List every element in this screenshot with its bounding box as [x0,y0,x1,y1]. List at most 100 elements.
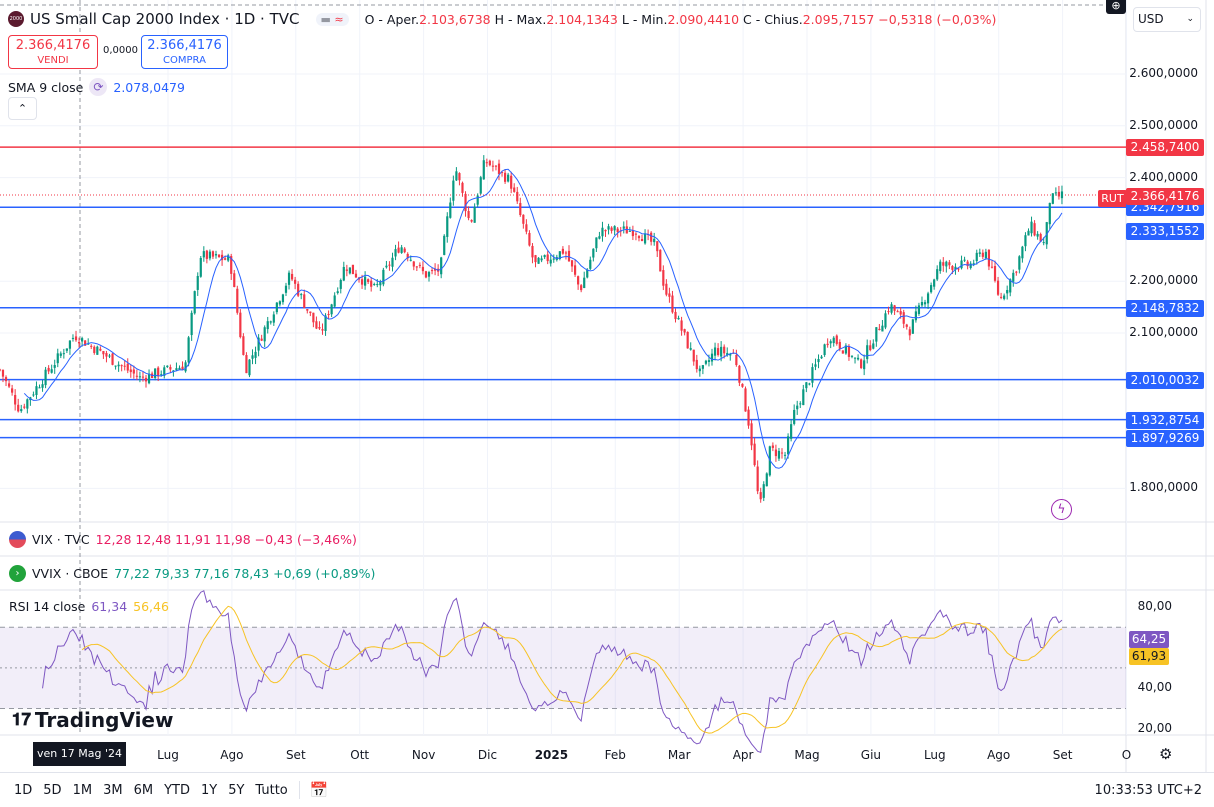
candle-body [11,388,14,393]
candle-body [385,265,388,268]
candle-body [580,285,583,291]
candle-body [796,405,799,410]
buy-button[interactable]: 2.366,4176 COMPRA [141,35,228,69]
add-plus-icon[interactable]: ⊕ [1106,0,1126,14]
sell-button[interactable]: 2.366,4176 VENDI [8,35,98,69]
candle-body [793,409,796,424]
candle-body [1006,290,1009,294]
candle-body [263,327,266,342]
candle-body [220,254,224,261]
range-5d[interactable]: 5D [43,782,62,798]
candle-body [875,327,878,342]
candle-body [20,409,23,412]
candle-body [814,364,817,367]
candle-body [1048,202,1051,225]
goto-date-calendar-icon[interactable]: 📅 [298,781,328,799]
tradingview-logo[interactable]: 𝟏𝟕 TradingView [12,708,174,732]
us-flag-icon [9,531,26,548]
cboe-logo-icon: › [9,565,26,582]
candle-body [802,389,805,406]
candle-body [342,266,345,281]
refresh-icon[interactable]: ⟳ [89,78,108,96]
candle-body [510,175,513,189]
candle-body [348,267,351,274]
candle-body [467,211,470,219]
candle-body [601,227,604,237]
candle-body [184,362,187,372]
candle-body [513,187,516,192]
candle-body [312,312,315,323]
candle-body [866,345,869,360]
candle-body [674,311,677,320]
range-5y[interactable]: 5Y [228,782,245,798]
time-tick: O [1121,748,1132,762]
sma-label[interactable]: SMA 9 close [8,79,84,95]
candle-body [707,360,711,362]
candle-body [1024,235,1027,247]
sell-price: 2.366,4176 [15,38,91,53]
candle-body [1021,246,1024,259]
candle-body [951,266,954,270]
candle-body [905,324,908,327]
range-all[interactable]: Tutto [255,782,288,798]
candle-body [1015,271,1018,273]
candle-body [753,443,756,466]
candle-body [193,291,196,314]
candle-body [120,365,123,367]
candle-body [984,251,987,259]
symbol-title[interactable]: US Small Cap 2000 Index · 1D · TVC [30,10,300,28]
candle-body [689,348,692,350]
candle-body [896,311,899,313]
candle-body [777,450,781,459]
buy-label: COMPRA [163,55,206,66]
candle-body [424,271,428,278]
collapse-legend-button[interactable]: ⌃ [8,97,37,120]
candle-body [592,248,595,258]
candle-body [315,321,318,329]
vix-name[interactable]: VIX · TVC [32,532,90,547]
clock[interactable]: 10:33:53 UTC+2 [1094,782,1202,798]
candle-body [318,327,321,329]
candle-body [832,337,835,344]
candle-body [0,369,2,371]
candle-body [166,365,169,367]
symbol-tag: RUT [1098,190,1127,207]
range-1m[interactable]: 1M [72,782,93,798]
candle-body [653,238,656,243]
candle-body [759,492,762,500]
range-ytd[interactable]: YTD [164,782,190,798]
candle-body [677,317,680,320]
rsi-value: 61,34 [91,599,128,614]
candle-body [309,311,312,314]
vvix-name[interactable]: VVIX · CBOE [32,566,109,581]
candle-body [613,226,616,231]
last-price-label: 2.366,4176 [1126,188,1204,205]
currency-select[interactable]: USD ⌄ [1133,7,1201,32]
range-3m[interactable]: 3M [103,782,123,798]
candle-body [1003,295,1006,299]
candle-body [129,369,132,373]
candle-body [628,230,631,232]
candle-body [123,365,126,367]
candle-body [227,255,230,261]
candle-body [4,377,8,382]
visibility-toggle[interactable]: ▬ ≈ [315,12,349,26]
range-6m[interactable]: 6M [133,782,154,798]
candle-body [144,377,148,382]
lightning-icon[interactable]: ϟ [1051,499,1072,520]
candle-body [111,353,114,365]
range-1y[interactable]: 1Y [200,782,218,798]
candle-body [56,353,59,364]
symbol-legend: 2000 US Small Cap 2000 Index · 1D · TVC … [8,10,996,28]
candle-body [850,355,854,357]
candle-body [68,340,72,349]
settings-gear-icon[interactable]: ⚙ [1159,745,1173,763]
chart-canvas[interactable] [0,0,1214,772]
candle-body [147,373,151,384]
candle-body [750,423,753,446]
candle-body [756,466,759,492]
candle-body [412,261,415,267]
rsi-label[interactable]: RSI 14 close [9,599,86,614]
candle-body [1054,192,1057,194]
range-1d[interactable]: 1D [14,782,33,798]
